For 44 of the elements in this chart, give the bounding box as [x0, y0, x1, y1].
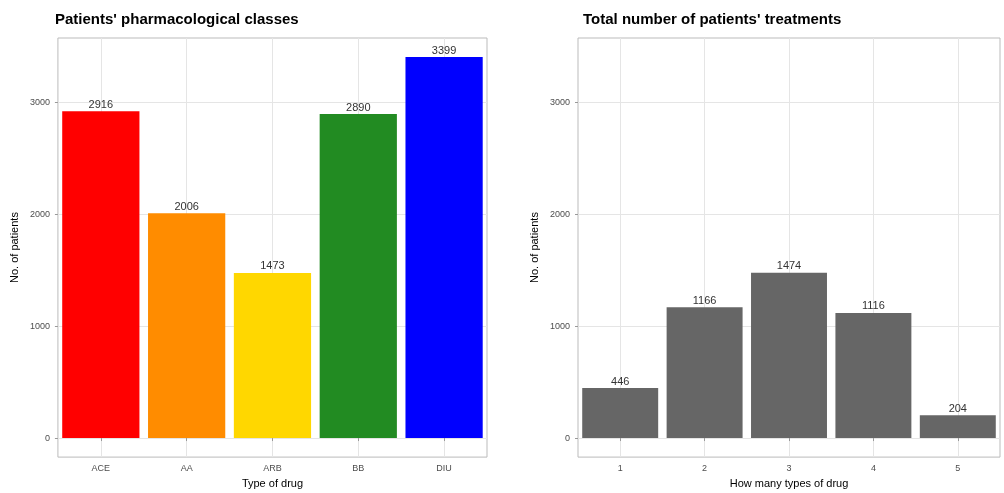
y-tick-label: 3000 [29, 96, 50, 107]
x-tick-label: DIU [436, 462, 452, 473]
bar [835, 312, 912, 439]
data-label: 3399 [431, 43, 457, 56]
data-label: 2890 [346, 100, 371, 113]
x-axis-title: Type of drug [241, 476, 304, 489]
bar [582, 388, 659, 439]
x-tick-label: AA [180, 462, 193, 473]
y-tick-label: 0 [44, 433, 50, 444]
x-tick-label: 4 [870, 462, 876, 473]
bar [148, 213, 226, 439]
data-label: 2916 [88, 97, 114, 110]
bar [62, 111, 140, 439]
y-tick-label: 1000 [29, 320, 50, 331]
x-tick-label: 5 [955, 462, 961, 473]
bar [233, 272, 312, 439]
y-tick-label: 2000 [29, 208, 50, 219]
chart-title: Total number of patients' treatments [583, 10, 842, 27]
x-axis-title: How many types of drug [729, 476, 849, 489]
x-tick-label: 3 [786, 462, 792, 473]
bar [919, 415, 996, 439]
x-tick-label: ARB [263, 462, 282, 473]
y-tick-label: 2000 [549, 208, 570, 219]
data-label: 1116 [861, 299, 885, 312]
data-label: 2006 [174, 199, 199, 212]
x-tick-label: 2 [702, 462, 708, 473]
y-axis-title: No. of patients [7, 211, 20, 284]
data-label: 1474 [776, 259, 802, 272]
bar [405, 57, 483, 439]
data-label: 1166 [692, 293, 717, 306]
x-tick-label: ACE [91, 462, 111, 473]
data-label: 1473 [260, 259, 285, 272]
chart-title: Patients' pharmacological classes [55, 10, 299, 27]
y-tick-label: 0 [564, 433, 570, 444]
bar [666, 307, 743, 439]
bar [319, 114, 397, 439]
y-tick-label: 3000 [549, 96, 570, 107]
bar [751, 272, 827, 439]
x-tick-label: BB [352, 462, 365, 473]
data-label: 446 [611, 374, 630, 387]
x-tick-label: 1 [617, 462, 623, 473]
data-label: 204 [948, 401, 967, 414]
y-axis-title: No. of patients [527, 211, 540, 284]
y-tick-label: 1000 [549, 320, 570, 331]
